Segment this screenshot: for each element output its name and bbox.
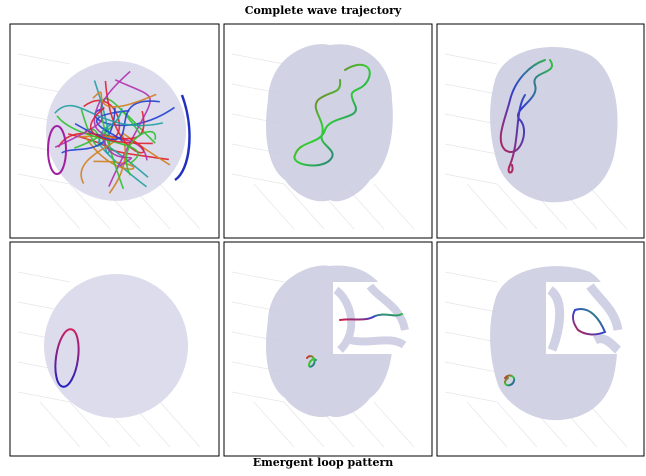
grid-line (231, 53, 285, 65)
grid-line (444, 53, 498, 65)
grid-line (444, 361, 498, 373)
grid-line (586, 183, 628, 230)
trajectory (74, 100, 160, 141)
grid-line (253, 401, 295, 448)
grid-line (17, 173, 71, 185)
grid-line (159, 183, 201, 230)
grid-line (39, 183, 81, 230)
grid-line (39, 401, 81, 448)
trajectory (293, 63, 371, 167)
grid-line (496, 401, 538, 448)
loop (339, 313, 403, 321)
trajectories (47, 70, 191, 194)
grid-line (231, 271, 285, 283)
trajectory (94, 106, 175, 127)
trajectory (499, 59, 553, 174)
grid-line (283, 183, 325, 230)
grid-line (17, 271, 71, 283)
grid-line (444, 331, 498, 343)
grid-line (466, 183, 508, 230)
inset-background (546, 283, 623, 354)
grid-line (373, 401, 415, 448)
grid-line (586, 401, 628, 448)
trajectory (84, 136, 135, 170)
inset-background (333, 283, 409, 353)
loop (572, 308, 607, 336)
brain (490, 47, 618, 203)
grid-line (159, 401, 201, 448)
figure-caption: Emergent loop pattern (253, 456, 394, 469)
grid-line (69, 401, 111, 448)
grid-line (444, 143, 498, 155)
figure-title: Complete wave trajectory (245, 4, 402, 17)
grid-line (496, 183, 538, 230)
grid-line (444, 391, 498, 403)
grid-line (69, 183, 111, 230)
trajectory (47, 125, 67, 175)
grid-line (17, 53, 71, 65)
trajectory (100, 131, 133, 167)
grid-line (444, 83, 498, 95)
grid-line (444, 271, 498, 283)
trajectory (174, 94, 191, 182)
loop (306, 355, 317, 368)
grid-line (231, 391, 285, 403)
loop (504, 374, 516, 387)
loop (54, 328, 80, 388)
sphere (44, 274, 188, 418)
grid-line (444, 173, 498, 185)
grid-line (17, 391, 71, 403)
trajectory (54, 70, 131, 148)
grid-line (231, 173, 285, 185)
sphere (46, 61, 186, 201)
trajectory (104, 80, 145, 154)
trajectory (90, 106, 153, 145)
trajectory (92, 91, 157, 108)
trajectory (125, 130, 156, 176)
grid-line (373, 183, 415, 230)
trajectory (56, 115, 139, 165)
grid-line (253, 183, 295, 230)
grid-line (283, 401, 325, 448)
trajectory (54, 104, 164, 127)
trajectory (108, 79, 151, 187)
grid-line (466, 401, 508, 448)
grid-line (444, 301, 498, 313)
grid-line (444, 113, 498, 125)
